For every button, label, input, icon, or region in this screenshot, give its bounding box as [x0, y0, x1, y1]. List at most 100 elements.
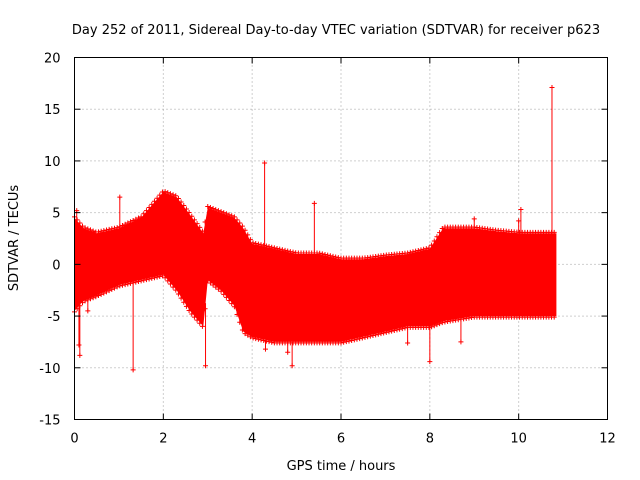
data-point-upper-edge — [77, 220, 83, 226]
data-point-lower-edge — [133, 279, 139, 285]
data-point-upper-edge — [250, 240, 256, 246]
data-point-upper-edge — [213, 207, 219, 213]
data-point-upper-edge — [325, 252, 331, 258]
data-point-upper-edge — [135, 215, 141, 221]
data-point-lower-edge — [338, 340, 344, 346]
data-point-lower-edge — [154, 274, 160, 280]
tick-layer: 0 2 4 6 8 10 12 20 15 10 5 0 -5 -10 -15 — [39, 52, 616, 447]
data-point-upper-edge — [319, 251, 325, 257]
x-tick-label: 12 — [599, 432, 616, 447]
data-point-upper-edge — [317, 250, 323, 256]
data-point-lower-edge — [269, 339, 275, 345]
data-point-upper-edge — [279, 247, 285, 253]
data-point-upper-edge — [226, 212, 232, 218]
data-point-lower-edge — [183, 303, 189, 309]
data-point-outlier — [117, 194, 123, 200]
data-point-lower-edge — [95, 293, 101, 299]
x-tick-label: 6 — [337, 432, 345, 447]
data-point-upper-edge — [210, 206, 216, 212]
data-point-lower-edge — [343, 339, 349, 345]
data-point-upper-edge — [277, 246, 283, 252]
data-point-lower-edge — [551, 314, 557, 320]
data-point-upper-edge — [106, 226, 112, 232]
data-point-lower-edge — [199, 323, 205, 329]
data-point-lower-edge — [346, 338, 352, 344]
data-point-upper-edge — [194, 221, 200, 227]
data-point-upper-edge — [282, 247, 288, 253]
data-point-upper-edge — [133, 216, 139, 222]
data-point-upper-edge — [98, 228, 104, 234]
y-tick-label: -5 — [48, 310, 61, 325]
data-point-upper-edge — [151, 198, 157, 204]
data-point-upper-edge — [207, 205, 213, 211]
data-point-lower-edge — [157, 274, 163, 280]
data-point-lower-edge — [255, 336, 261, 342]
data-point-lower-edge — [378, 331, 384, 337]
data-point-lower-edge — [178, 295, 184, 301]
data-point-lower-edge — [242, 331, 248, 337]
data-point-lower-edge — [141, 277, 147, 283]
data-point-upper-edge — [429, 242, 435, 248]
data-point-upper-edge — [221, 210, 227, 216]
data-point-upper-edge — [229, 213, 235, 219]
data-point-outlier — [518, 207, 524, 213]
data-point-lower-edge — [101, 290, 107, 296]
data-point-lower-edge — [253, 336, 259, 342]
x-tick-label: 0 — [70, 432, 78, 447]
data-point-upper-edge — [269, 244, 275, 250]
data-point-lower-edge — [397, 326, 403, 332]
data-point-upper-edge — [146, 205, 152, 211]
data-point-upper-edge — [122, 221, 128, 227]
data-point-lower-edge — [239, 327, 245, 333]
data-point-upper-edge — [423, 246, 429, 252]
data-point-upper-edge — [255, 241, 261, 247]
data-point-outlier — [130, 367, 136, 373]
data-point-upper-edge — [274, 245, 280, 251]
y-tick-label: 10 — [44, 155, 61, 170]
data-point-upper-edge — [173, 193, 179, 199]
data-point-lower-edge — [437, 321, 443, 327]
data-point-lower-edge — [93, 294, 99, 300]
data-point-upper-edge — [551, 229, 557, 235]
data-point-upper-edge — [189, 213, 195, 219]
data-point-upper-edge — [335, 255, 341, 261]
data-point-lower-edge — [194, 317, 200, 323]
data-point-outlier — [458, 339, 464, 345]
data-point-lower-edge — [362, 334, 368, 340]
data-point-lower-edge — [167, 281, 173, 287]
data-point-lower-edge — [402, 325, 408, 331]
data-point-upper-edge — [111, 225, 117, 231]
data-point-lower-edge — [245, 332, 251, 338]
data-point-upper-edge — [242, 227, 248, 233]
data-point-lower-edge — [205, 278, 211, 284]
data-point-upper-edge — [258, 242, 264, 248]
data-point-lower-edge — [383, 329, 389, 335]
data-point-lower-edge — [218, 288, 224, 294]
data-point-upper-edge — [237, 220, 243, 226]
x-tick-label: 2 — [159, 432, 167, 447]
data-point-upper-edge — [199, 228, 205, 234]
data-point-outlier — [285, 349, 291, 355]
data-point-lower-edge — [266, 339, 272, 345]
data-point-outlier — [289, 363, 295, 369]
data-point-lower-edge — [149, 275, 155, 281]
y-tick-label: -10 — [39, 362, 60, 377]
data-point-upper-edge — [170, 192, 176, 198]
data-point-upper-edge — [141, 211, 147, 217]
data-point-upper-edge — [247, 237, 253, 243]
y-tick-label: 15 — [44, 103, 61, 118]
data-point-upper-edge — [439, 226, 445, 232]
data-point-upper-edge — [82, 225, 88, 231]
y-tick-label: 0 — [52, 258, 60, 273]
data-point-upper-edge — [143, 208, 149, 214]
data-point-upper-edge — [431, 238, 437, 244]
data-point-upper-edge — [114, 225, 120, 231]
data-point-upper-edge — [271, 245, 277, 251]
data-point-upper-edge — [119, 223, 125, 229]
data-point-upper-edge — [215, 208, 221, 214]
data-point-lower-edge — [119, 282, 125, 288]
data-point-upper-edge — [287, 249, 293, 255]
data-point-upper-edge — [165, 190, 171, 196]
data-point-lower-edge — [234, 311, 240, 317]
data-point-lower-edge — [215, 286, 221, 292]
